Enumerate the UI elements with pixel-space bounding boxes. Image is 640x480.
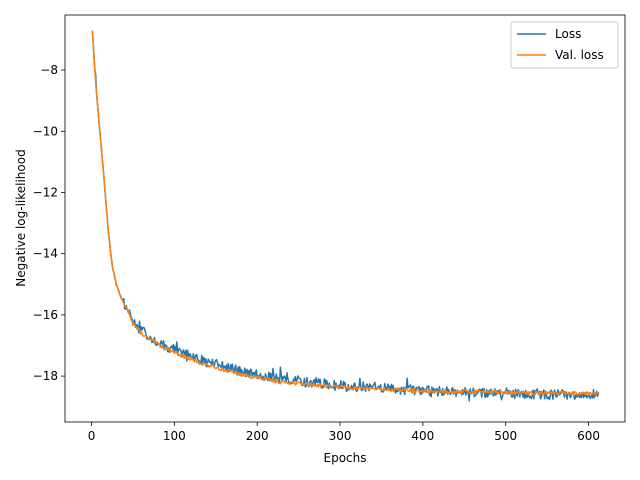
legend-label-loss: Loss	[555, 27, 581, 41]
y-tick-label: −12	[33, 185, 58, 199]
y-tick-label: −16	[33, 308, 58, 322]
x-tick-label: 0	[88, 429, 96, 443]
x-axis-ticks: 0 100 200 300 400 500 600	[88, 422, 600, 443]
x-tick-label: 200	[246, 429, 269, 443]
x-tick-label: 400	[411, 429, 434, 443]
y-tick-label: −14	[33, 247, 58, 261]
y-tick-label: −8	[40, 63, 58, 77]
series-line-val-loss	[91, 30, 599, 396]
y-axis-ticks: −18 −16 −14 −12 −10 −8	[33, 63, 65, 383]
y-tick-label: −18	[33, 369, 58, 383]
plot-frame	[64, 14, 626, 423]
series-layer	[91, 30, 600, 402]
y-tick-label: −10	[33, 124, 58, 138]
x-tick-label: 100	[163, 429, 186, 443]
x-tick-label: 500	[494, 429, 517, 443]
plot-area	[65, 15, 625, 422]
x-tick-label: 300	[329, 429, 352, 443]
series-line-loss	[91, 30, 600, 402]
x-tick-label: 600	[577, 429, 600, 443]
x-axis-label: Epochs	[324, 451, 367, 465]
y-axis-label: Negative log-likelihood	[14, 149, 28, 286]
legend: Loss Val. loss	[510, 21, 619, 69]
legend-label-val-loss: Val. loss	[555, 48, 604, 62]
